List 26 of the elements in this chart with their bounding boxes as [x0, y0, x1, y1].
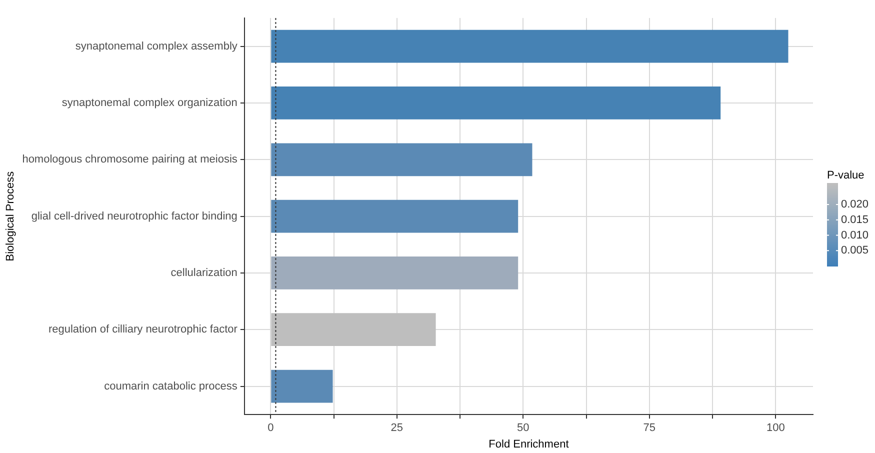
color-bar-title: P-value [827, 170, 864, 182]
x-tick-label: 50 [517, 422, 530, 434]
y-tick-label: synaptonemal complex organization [62, 97, 238, 110]
color-bar-label: 0.010 [841, 229, 869, 242]
color-bar-label: 0.015 [841, 214, 869, 226]
x-tick-label: 25 [390, 422, 404, 434]
x-axis-title: Fold Enrichment [488, 438, 569, 450]
y-axis-title: Biological Process [4, 170, 17, 262]
y-tick-label: glial cell-drived neurotrophic factor binding [31, 210, 238, 222]
bar [271, 200, 518, 233]
y-tick-label: homologous chromosome pairing at meiosis [22, 154, 238, 166]
bar [271, 370, 333, 403]
x-tick-label: 100 [766, 422, 785, 434]
bar [271, 143, 532, 176]
x-tick-label: 75 [643, 422, 656, 434]
x-tick-label: 0 [268, 422, 274, 434]
y-tick-label: cellularization [170, 266, 238, 279]
y-tick-label: coumarin catabolic process [104, 380, 238, 392]
bar [271, 86, 721, 120]
color-bar-label: 0.020 [841, 198, 869, 211]
bar [271, 256, 518, 290]
bar [271, 30, 788, 63]
bar [271, 313, 436, 346]
y-tick-label: regulation of cilliary neurotrophic factor [48, 324, 238, 336]
color-bar-label: 0.005 [841, 244, 869, 257]
y-tick-label: synaptonemal complex assembly [75, 40, 238, 52]
